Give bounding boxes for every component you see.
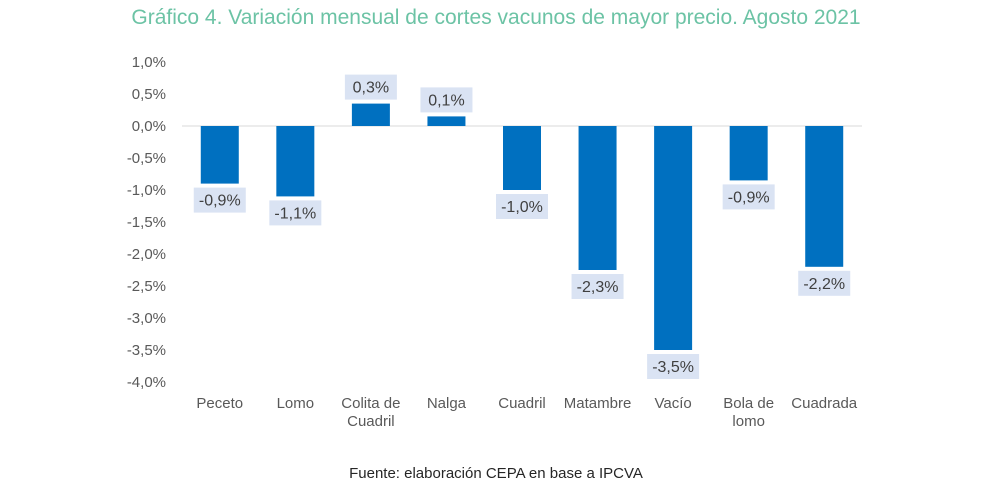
chart-source: Fuente: elaboración CEPA en base a IPCVA xyxy=(349,465,643,482)
data-label-box xyxy=(193,187,246,213)
category-label: Matambre xyxy=(564,395,632,412)
y-tick-label: -3,0% xyxy=(127,310,166,327)
data-label: 0,1% xyxy=(428,92,464,109)
data-label-box xyxy=(496,194,548,219)
y-tick-label: 0,5% xyxy=(132,86,166,103)
bar xyxy=(351,103,390,126)
bar xyxy=(200,126,239,184)
data-label-box xyxy=(269,200,322,226)
data-label: -3,5% xyxy=(652,359,694,376)
bar xyxy=(276,126,315,197)
data-label-box xyxy=(722,184,775,210)
data-label-box xyxy=(420,87,473,113)
category-label: Bola de lomo xyxy=(723,395,774,430)
data-label-box xyxy=(647,354,700,379)
y-tick-label: -1,5% xyxy=(127,214,166,231)
data-label: -2,2% xyxy=(803,276,845,293)
category-label: Vacío xyxy=(654,395,691,412)
bar xyxy=(427,116,466,126)
y-tick-label: 0,0% xyxy=(132,118,166,135)
y-tick-label: -2,0% xyxy=(127,246,166,263)
data-label: -2,3% xyxy=(577,279,619,296)
bar xyxy=(578,126,617,270)
bar xyxy=(729,126,768,181)
data-label: 0,3% xyxy=(353,80,389,97)
data-label-box xyxy=(798,270,851,296)
category-label: Colita de Cuadril xyxy=(341,395,400,430)
data-label: -1,1% xyxy=(274,205,316,222)
bar xyxy=(503,126,541,190)
y-tick-label: 1,0% xyxy=(132,54,166,71)
bar xyxy=(654,126,693,350)
category-label: Peceto xyxy=(196,395,243,412)
data-label: -1,0% xyxy=(501,199,543,216)
data-label-box xyxy=(571,274,624,299)
category-label: Cuadrada xyxy=(791,395,858,412)
category-label: Cuadril xyxy=(498,395,546,412)
y-tick-label: -2,5% xyxy=(127,278,166,295)
data-label: -0,9% xyxy=(199,193,241,210)
y-tick-label: -3,5% xyxy=(127,342,166,359)
data-label: -0,9% xyxy=(728,189,770,206)
bar xyxy=(805,126,844,267)
y-tick-label: -4,0% xyxy=(127,374,166,391)
category-label: Nalga xyxy=(427,395,467,412)
data-label-box xyxy=(344,74,397,100)
y-tick-label: -0,5% xyxy=(127,150,166,167)
y-tick-label: -1,0% xyxy=(127,182,166,199)
category-label: Lomo xyxy=(277,395,315,412)
chart-title: Gráfico 4. Variación mensual de cortes v… xyxy=(131,6,861,29)
